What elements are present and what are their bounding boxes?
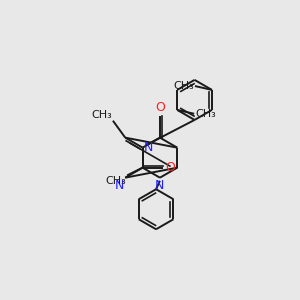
Text: O: O [165,161,175,174]
Text: CH₃: CH₃ [173,81,194,91]
Text: N: N [155,179,165,192]
Text: CH₃: CH₃ [106,176,126,186]
Text: CH₃: CH₃ [195,109,216,119]
Text: O: O [155,101,165,114]
Text: CH₃: CH₃ [92,110,112,120]
Text: N: N [114,179,124,192]
Text: N: N [144,141,154,154]
